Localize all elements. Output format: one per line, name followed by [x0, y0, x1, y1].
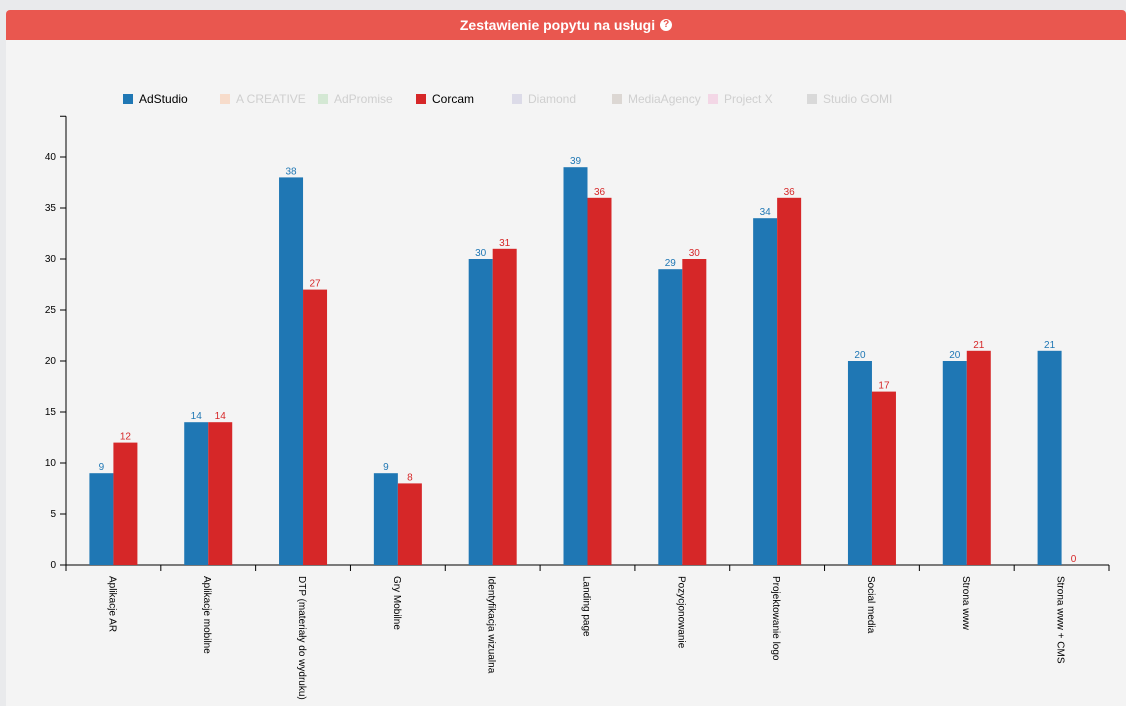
bar-adstudio[interactable] — [184, 422, 209, 565]
bar-corcam[interactable] — [966, 350, 991, 565]
bar-adstudio[interactable] — [89, 473, 114, 565]
bar-adstudio[interactable] — [373, 473, 398, 565]
y-tick-label: 40 — [45, 152, 57, 163]
bar-corcam[interactable] — [397, 483, 422, 565]
legend-swatch-4[interactable] — [512, 94, 522, 104]
bar-corcam[interactable] — [777, 197, 802, 566]
data-label: 17 — [878, 381, 890, 392]
legend-swatch-3[interactable] — [416, 94, 426, 104]
data-label: 30 — [689, 248, 701, 259]
x-tick-label: Aplikacje AR — [106, 576, 117, 632]
x-tick-label: Strona www + CMS — [1055, 576, 1066, 664]
data-label: 34 — [760, 207, 772, 218]
bar-corcam[interactable] — [303, 289, 328, 565]
bar-corcam[interactable] — [113, 442, 138, 565]
data-label: 8 — [407, 472, 413, 483]
bar-adstudio[interactable] — [658, 269, 683, 565]
x-tick-label: Strona www — [960, 576, 971, 631]
legend-label-3[interactable]: Corcam — [432, 92, 474, 106]
legend-swatch-5[interactable] — [612, 94, 622, 104]
panel-header: Zestawienie popytu na usługi ? — [6, 10, 1126, 40]
bar-adstudio[interactable] — [753, 218, 778, 565]
data-label: 0 — [1071, 554, 1077, 565]
y-tick-label: 35 — [45, 203, 57, 214]
legend-label-0[interactable]: AdStudio — [139, 92, 188, 106]
y-tick-label: 20 — [45, 356, 57, 367]
data-label: 9 — [383, 462, 389, 473]
data-label: 21 — [973, 340, 985, 351]
y-tick-label: 10 — [45, 458, 57, 469]
x-tick-label: DTP (materiały do wydruku) — [296, 576, 307, 700]
data-label: 29 — [665, 258, 677, 269]
data-label: 31 — [499, 238, 511, 249]
bar-adstudio[interactable] — [1037, 350, 1062, 565]
bar-adstudio[interactable] — [847, 361, 872, 565]
y-tick-label: 25 — [45, 305, 57, 316]
legend-swatch-2[interactable] — [318, 94, 328, 104]
legend-label-5[interactable]: MediaAgency — [628, 92, 701, 106]
legend-swatch-6[interactable] — [708, 94, 718, 104]
legend-label-1[interactable]: A CREATIVE — [236, 92, 306, 106]
data-label: 14 — [191, 411, 203, 422]
question-circle-icon[interactable]: ? — [660, 19, 673, 31]
x-tick-label: Social media — [865, 576, 876, 634]
legend-label-2[interactable]: AdPromise — [334, 92, 393, 106]
x-tick-label: Landing page — [581, 576, 592, 637]
panel-title: Zestawienie popytu na usługi — [459, 17, 656, 33]
x-tick-label: Identyfikacja wizualna — [486, 576, 497, 674]
data-label: 27 — [309, 279, 321, 290]
data-label: 30 — [475, 248, 487, 259]
bar-corcam[interactable] — [682, 259, 707, 565]
y-tick-label: 15 — [45, 407, 57, 418]
x-tick-label: Pozycjonowanie — [675, 576, 686, 649]
data-label: 38 — [285, 166, 297, 177]
data-label: 36 — [784, 187, 796, 198]
data-label: 21 — [1044, 340, 1056, 351]
legend-label-4[interactable]: Diamond — [528, 92, 576, 106]
data-label: 20 — [854, 350, 866, 361]
bar-adstudio[interactable] — [468, 259, 493, 565]
x-tick-label: Projektowanie logo — [770, 576, 781, 661]
bar-corcam[interactable] — [587, 197, 612, 566]
bar-corcam[interactable] — [871, 391, 896, 565]
bar-adstudio[interactable] — [563, 167, 588, 565]
data-label: 9 — [99, 462, 105, 473]
legend-label-6[interactable]: Project X — [724, 92, 773, 106]
data-label: 36 — [594, 187, 606, 198]
data-label: 20 — [949, 350, 961, 361]
y-tick-label: 5 — [50, 509, 56, 520]
bar-adstudio[interactable] — [942, 361, 967, 565]
bar-corcam[interactable] — [208, 422, 233, 565]
data-label: 14 — [215, 411, 227, 422]
chart-panel: Zestawienie popytu na usługi ? AdStudio A… — [6, 10, 1126, 706]
x-tick-label: Aplikacje mobilne — [201, 576, 212, 654]
legend-swatch-0[interactable] — [123, 94, 133, 104]
bar-adstudio[interactable] — [279, 177, 304, 565]
data-label: 39 — [570, 156, 582, 167]
data-label: 12 — [120, 432, 132, 443]
legend-swatch-7[interactable] — [807, 94, 817, 104]
bar-chart: AdStudio A CREATIVE AdPromise Corcam Diamond… — [45, 92, 1110, 700]
y-tick-label: 0 — [50, 560, 56, 571]
legend-swatch-1[interactable] — [220, 94, 230, 104]
y-tick-label: 30 — [45, 254, 57, 265]
x-tick-label: Gry Mobilne — [391, 576, 402, 630]
bar-corcam[interactable] — [492, 248, 517, 566]
legend-label-7[interactable]: Studio GOMI — [823, 92, 892, 106]
